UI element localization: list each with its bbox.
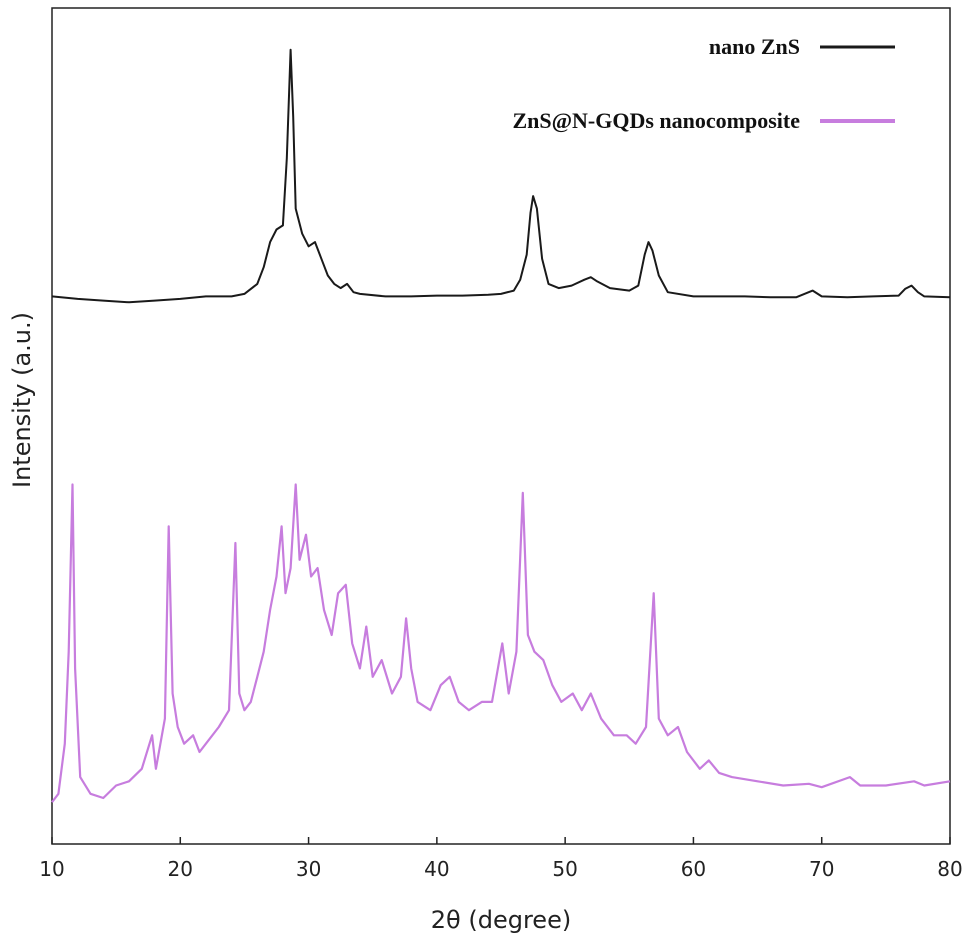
series-lines [51, 48, 951, 803]
legend-label-zns-ngqds: ZnS@N-GQDs nanocomposite [512, 108, 800, 133]
series-line-zns-ngqds [51, 483, 951, 803]
series-line-nano-zns [51, 48, 951, 304]
x-tick-label: 40 [424, 857, 449, 881]
x-tick-label: 70 [809, 857, 834, 881]
y-axis-label: Intensity (a.u.) [8, 312, 36, 488]
legend: nano ZnS ZnS@N-GQDs nanocomposite [512, 34, 895, 133]
x-tick-label: 60 [681, 857, 706, 881]
x-tick-label: 30 [296, 857, 321, 881]
legend-label-nano-zns: nano ZnS [709, 34, 800, 59]
x-tick-label: 20 [168, 857, 193, 881]
x-axis-ticks: 10 20 30 40 50 60 70 80 [39, 837, 963, 881]
x-tick-label: 10 [39, 857, 64, 881]
x-tick-label: 50 [552, 857, 577, 881]
x-tick-label: 80 [937, 857, 962, 881]
x-axis-label: 2θ (degree) [431, 906, 571, 934]
plot-frame [51, 7, 951, 845]
